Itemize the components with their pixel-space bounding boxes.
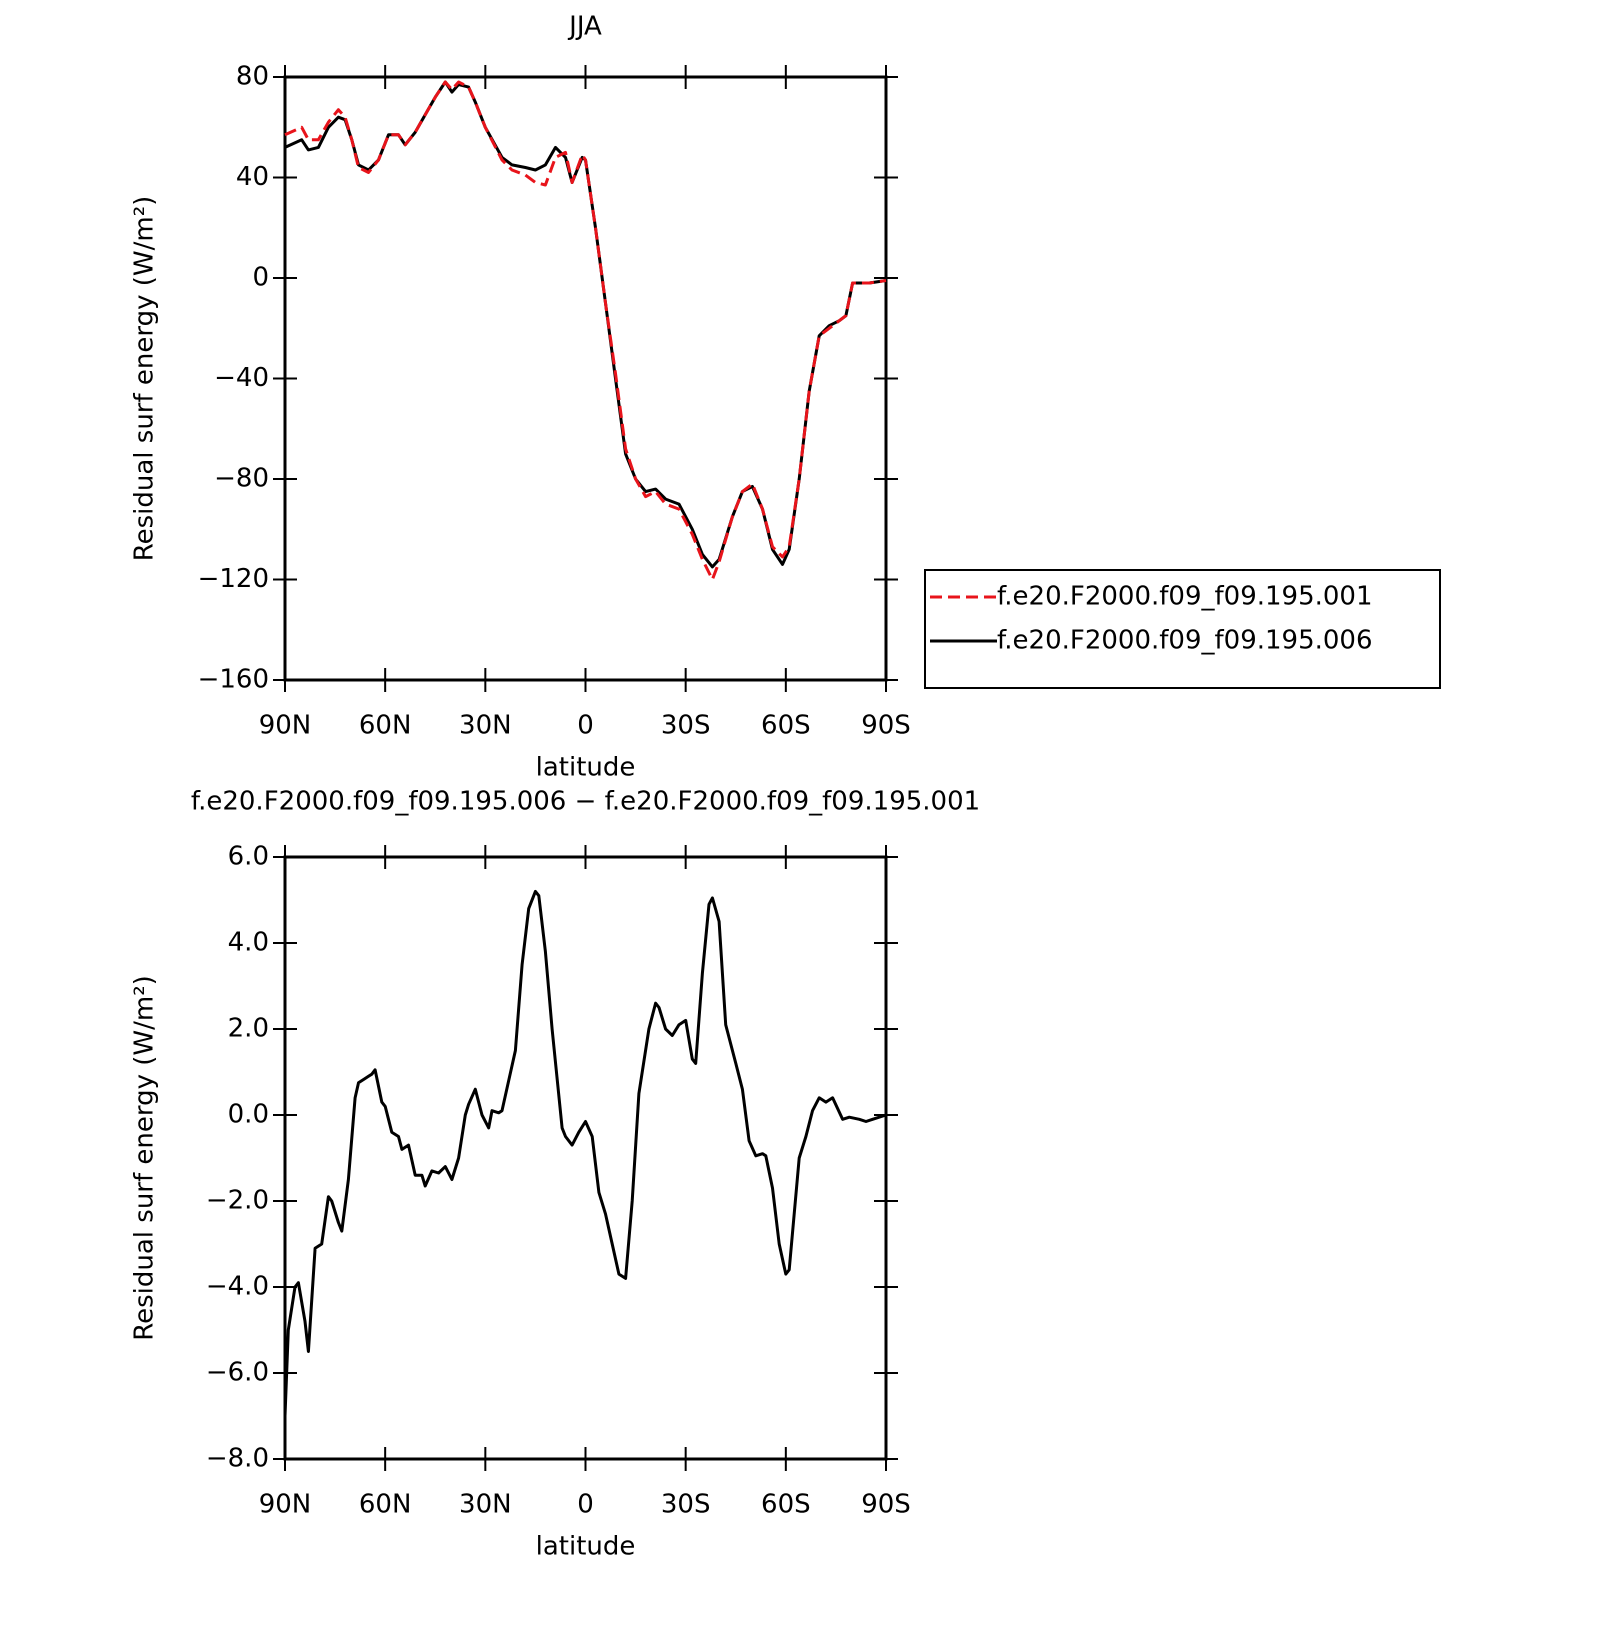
y-tick-label: −40 xyxy=(214,363,269,393)
x-tick-label: 60S xyxy=(761,1490,811,1520)
y-tick-label: 40 xyxy=(236,162,269,192)
legend-label: f.e20.F2000.f09_f09.195.006 xyxy=(997,626,1373,656)
y-tick-label: 4.0 xyxy=(228,928,269,958)
y-tick-label: −4.0 xyxy=(206,1272,269,1302)
y-tick-label: 0.0 xyxy=(228,1100,269,1130)
legend-box xyxy=(924,569,1441,689)
y-tick-label: 0 xyxy=(252,263,269,293)
data-line xyxy=(284,80,887,569)
data-line xyxy=(283,889,887,1417)
y-tick-label: −2.0 xyxy=(206,1186,269,1216)
y-tick-label: −120 xyxy=(198,564,269,594)
y-tick-label: −80 xyxy=(214,464,269,494)
x-tick-label: 60N xyxy=(359,1490,412,1520)
x-tick-label: 30N xyxy=(459,711,512,741)
y-tick-label: 6.0 xyxy=(228,842,269,872)
x-tick-label: 30N xyxy=(459,1490,512,1520)
y-tick-label: −8.0 xyxy=(206,1444,269,1474)
y-axis-label: Residual surf energy (W/m²) xyxy=(130,975,160,1341)
x-axis-label: latitude xyxy=(536,753,636,783)
x-axis-label: latitude xyxy=(536,1532,636,1562)
legend-label: f.e20.F2000.f09_f09.195.001 xyxy=(997,582,1373,612)
plot-frame xyxy=(283,855,888,1461)
x-tick-label: 90N xyxy=(259,1490,312,1520)
chart-title: f.e20.F2000.f09_f09.195.006 − f.e20.F200… xyxy=(191,787,980,817)
x-tick-label: 60S xyxy=(761,711,811,741)
y-tick-label: 2.0 xyxy=(228,1014,269,1044)
x-tick-label: 90S xyxy=(861,711,911,741)
x-tick-label: 90S xyxy=(861,1490,911,1520)
x-tick-label: 0 xyxy=(577,1490,594,1520)
x-tick-label: 30S xyxy=(661,1490,711,1520)
y-tick-label: −6.0 xyxy=(206,1358,269,1388)
y-tick-label: 80 xyxy=(236,62,269,92)
x-tick-label: 0 xyxy=(577,711,594,741)
x-tick-label: 60N xyxy=(359,711,412,741)
chart-title: JJA xyxy=(567,12,602,42)
x-tick-label: 30S xyxy=(661,711,711,741)
y-axis-label: Residual surf energy (W/m²) xyxy=(130,196,160,562)
y-tick-label: −160 xyxy=(198,665,269,695)
x-tick-label: 90N xyxy=(259,711,312,741)
data-line xyxy=(284,80,887,581)
